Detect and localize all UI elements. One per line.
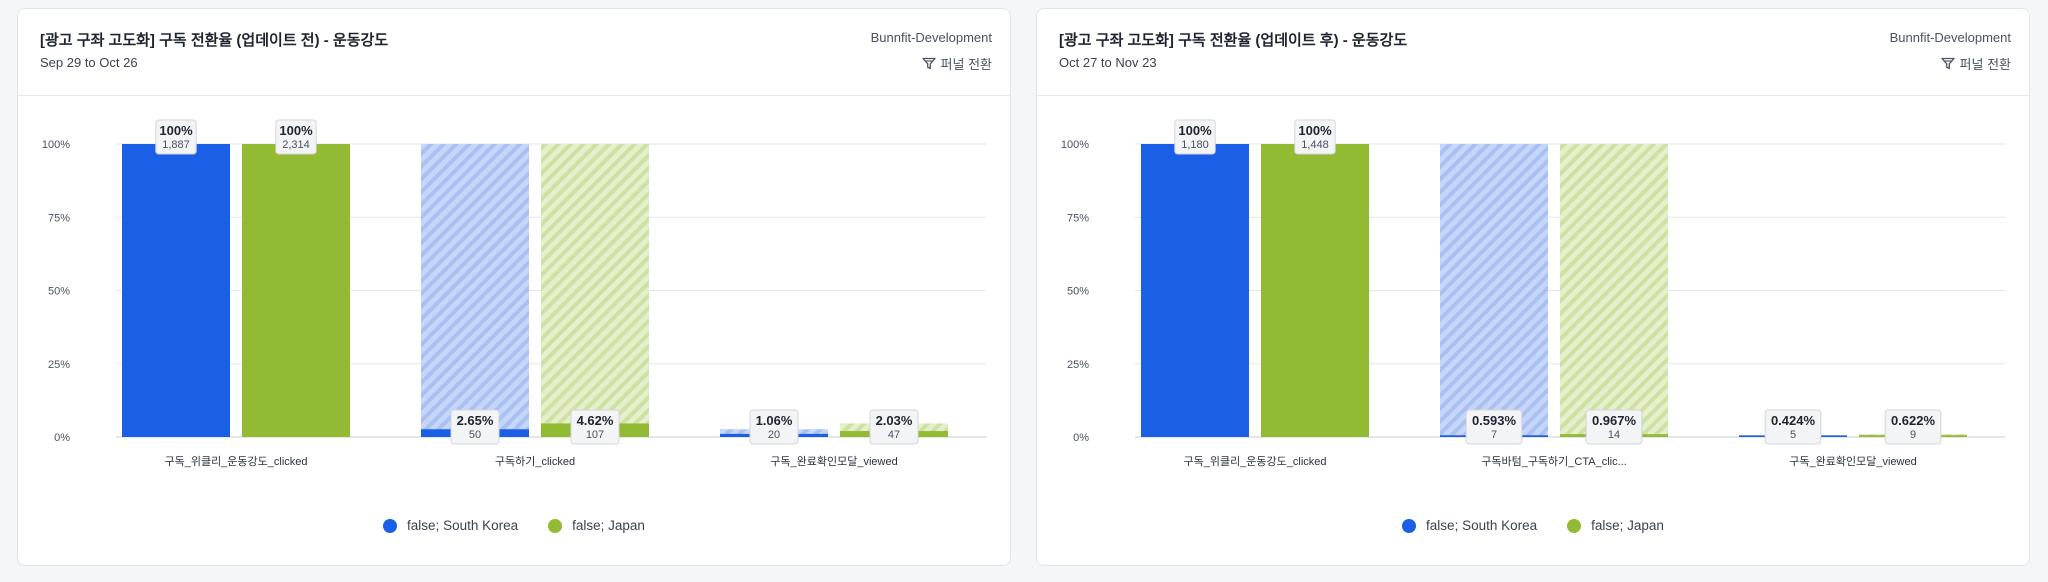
dropoff-bar[interactable] bbox=[1440, 144, 1548, 437]
value-label: 2.03% bbox=[876, 413, 913, 428]
funnel-icon bbox=[921, 57, 936, 70]
funnel-chart: 100%75%50%25%0%100%1,180100%1,448구독_위클리_… bbox=[1061, 119, 2005, 468]
legend-label: false; Japan bbox=[572, 518, 645, 533]
value-label: 2.65% bbox=[457, 413, 494, 428]
value-tooltip bbox=[1764, 409, 1822, 445]
y-tick-label: 75% bbox=[1067, 212, 1089, 224]
value-tooltip bbox=[869, 409, 919, 445]
x-category-label: 구독하기_clicked bbox=[495, 454, 575, 468]
legend-item-south-korea[interactable]: false; South Korea bbox=[1402, 518, 1537, 533]
value-tooltip bbox=[1294, 119, 1336, 155]
value-tooltip bbox=[570, 409, 620, 445]
value-label: 0.593% bbox=[1472, 413, 1517, 428]
count-label: 9 bbox=[1910, 429, 1916, 441]
project-name: Bunnfit-Development bbox=[870, 30, 992, 45]
count-label: 20 bbox=[768, 429, 780, 441]
y-tick-label: 25% bbox=[48, 359, 70, 371]
value-label: 4.62% bbox=[577, 413, 614, 428]
date-range: Oct 27 to Nov 23 bbox=[1059, 55, 1157, 70]
dropoff-bar[interactable] bbox=[421, 144, 529, 437]
count-label: 5 bbox=[1790, 429, 1796, 441]
value-tooltip bbox=[749, 409, 799, 445]
conversion-bar[interactable] bbox=[122, 144, 230, 437]
value-label: 0.622% bbox=[1891, 413, 1936, 428]
value-tooltip bbox=[1465, 409, 1523, 445]
y-tick-label: 100% bbox=[1061, 139, 1089, 151]
x-category-label: 구독_위클리_운동강도_clicked bbox=[1183, 455, 1326, 468]
legend-swatch bbox=[548, 518, 563, 533]
funnel-type-label: 퍼널 전환 bbox=[921, 54, 992, 73]
value-tooltip bbox=[1585, 409, 1643, 445]
y-tick-label: 50% bbox=[1067, 286, 1089, 298]
funnel-chart: 100%75%50%25%0%100%1,887100%2,314구독_위클리_… bbox=[42, 119, 986, 468]
legend-item-japan[interactable]: false; Japan bbox=[1567, 518, 1664, 533]
y-tick-label: 0% bbox=[54, 432, 70, 444]
y-tick-label: 50% bbox=[48, 286, 70, 298]
dropoff-bar[interactable] bbox=[541, 144, 649, 437]
value-tooltip bbox=[1884, 409, 1942, 445]
funnel-icon bbox=[1940, 57, 1955, 70]
legend-swatch bbox=[1402, 518, 1417, 533]
funnel-card-after: [광고 구좌 고도화] 구독 전환율 (업데이트 후) - 운동강도 Oct 2… bbox=[1036, 8, 2030, 566]
card-header: [광고 구좌 고도화] 구독 전환율 (업데이트 후) - 운동강도 Oct 2… bbox=[1037, 9, 2029, 96]
count-label: 14 bbox=[1608, 429, 1620, 441]
x-category-label: 구독_완료확인모달_viewed bbox=[770, 455, 897, 468]
value-tooltip bbox=[450, 409, 500, 445]
conversion-bar[interactable] bbox=[1141, 144, 1249, 437]
value-label: 0.424% bbox=[1771, 413, 1816, 428]
count-label: 47 bbox=[888, 429, 900, 441]
value-label: 0.967% bbox=[1592, 413, 1637, 428]
value-label: 1.06% bbox=[756, 413, 793, 428]
value-label: 100% bbox=[159, 123, 193, 138]
legend-label: false; South Korea bbox=[407, 518, 519, 533]
value-tooltip bbox=[275, 119, 317, 155]
legend-swatch bbox=[1567, 518, 1582, 533]
card-header: [광고 구좌 고도화] 구독 전환율 (업데이트 전) - 운동강도 Sep 2… bbox=[18, 9, 1010, 96]
count-label: 1,180 bbox=[1181, 139, 1209, 151]
legend-item-japan[interactable]: false; Japan bbox=[548, 518, 645, 533]
funnel-card-before: [광고 구좌 고도화] 구독 전환율 (업데이트 전) - 운동강도 Sep 2… bbox=[17, 8, 1011, 566]
funnel-type-text: 퍼널 전환 bbox=[1959, 57, 2011, 72]
value-label: 100% bbox=[279, 123, 313, 138]
funnel-type-label: 퍼널 전환 bbox=[1940, 54, 2011, 73]
legend-label: false; Japan bbox=[1591, 518, 1664, 533]
funnel-type-text: 퍼널 전환 bbox=[940, 57, 992, 72]
value-label: 100% bbox=[1178, 123, 1212, 138]
conversion-bar[interactable] bbox=[242, 144, 350, 437]
y-tick-label: 0% bbox=[1073, 432, 1089, 444]
value-tooltip bbox=[1174, 119, 1216, 155]
y-tick-label: 25% bbox=[1067, 359, 1089, 371]
value-tooltip bbox=[155, 119, 197, 155]
legend-swatch bbox=[383, 518, 398, 533]
y-tick-label: 100% bbox=[42, 139, 70, 151]
x-category-label: 구독_위클리_운동강도_clicked bbox=[164, 455, 307, 468]
count-label: 50 bbox=[469, 429, 481, 441]
count-label: 7 bbox=[1491, 429, 1497, 441]
chart-legend: false; South Korea false; Japan bbox=[1037, 518, 2029, 533]
count-label: 1,887 bbox=[162, 139, 190, 151]
card-title[interactable]: [광고 구좌 고도화] 구독 전환율 (업데이트 후) - 운동강도 bbox=[1059, 32, 1408, 49]
value-label: 100% bbox=[1298, 123, 1332, 138]
count-label: 107 bbox=[586, 429, 604, 441]
legend-item-south-korea[interactable]: false; South Korea bbox=[383, 518, 518, 533]
count-label: 2,314 bbox=[282, 139, 310, 151]
project-name: Bunnfit-Development bbox=[1889, 30, 2011, 45]
x-category-label: 구독_완료확인모달_viewed bbox=[1789, 455, 1916, 468]
y-tick-label: 75% bbox=[48, 212, 70, 224]
legend-label: false; South Korea bbox=[1426, 518, 1538, 533]
chart-legend: false; South Korea false; Japan bbox=[18, 518, 1010, 533]
date-range: Sep 29 to Oct 26 bbox=[40, 55, 138, 70]
count-label: 1,448 bbox=[1301, 139, 1329, 151]
dropoff-bar[interactable] bbox=[1560, 144, 1668, 437]
conversion-bar[interactable] bbox=[1261, 144, 1369, 437]
x-category-label: 구독바텀_구독하기_CTA_clic... bbox=[1481, 454, 1627, 468]
card-title[interactable]: [광고 구좌 고도화] 구독 전환율 (업데이트 전) - 운동강도 bbox=[40, 32, 389, 49]
